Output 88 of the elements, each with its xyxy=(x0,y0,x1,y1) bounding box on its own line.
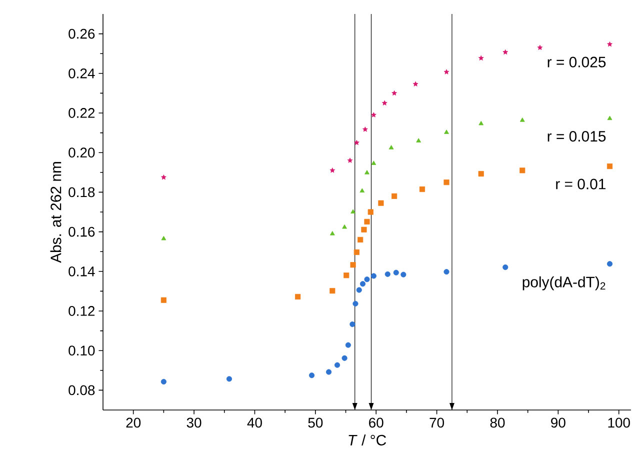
point xyxy=(360,188,365,193)
point xyxy=(444,130,449,134)
point xyxy=(347,158,353,163)
x-tick-label: 90 xyxy=(551,418,566,428)
point xyxy=(342,224,347,229)
y-tick-label: 0.22 xyxy=(68,108,95,118)
point xyxy=(606,261,613,267)
point xyxy=(350,321,356,328)
point xyxy=(330,230,335,236)
point xyxy=(607,116,612,120)
point xyxy=(416,138,422,142)
y-tick-label: 0.08 xyxy=(68,385,95,396)
x-tick-label: 70 xyxy=(430,418,444,428)
point xyxy=(520,118,525,122)
point xyxy=(478,170,484,177)
point xyxy=(344,272,350,278)
y-tick-label: 0.26 xyxy=(68,28,95,39)
point xyxy=(400,272,406,278)
point xyxy=(419,186,426,192)
point xyxy=(382,100,388,106)
series-label: r = 0.025 xyxy=(548,56,606,68)
x-tick-label: 30 xyxy=(186,418,202,428)
point xyxy=(356,287,362,293)
point xyxy=(330,168,336,173)
point xyxy=(392,193,398,199)
point xyxy=(364,170,370,174)
point xyxy=(160,378,166,384)
point xyxy=(384,271,390,277)
y-tick-label: 0.14 xyxy=(68,266,95,276)
point xyxy=(502,264,508,270)
point xyxy=(226,376,232,382)
point xyxy=(295,294,301,300)
point xyxy=(350,209,356,214)
point xyxy=(354,140,360,145)
point xyxy=(345,342,351,348)
point xyxy=(161,236,166,240)
point xyxy=(160,297,166,303)
point xyxy=(444,69,450,74)
point xyxy=(364,276,370,282)
point xyxy=(520,168,526,174)
point xyxy=(392,90,397,96)
series-label: r = 0.015 xyxy=(548,131,606,142)
x-tick-label: 80 xyxy=(490,418,505,428)
point xyxy=(161,174,166,180)
y-tick-label: 0.24 xyxy=(68,68,95,78)
y-tick-label: 0.20 xyxy=(68,148,95,158)
x-tick-label: 20 xyxy=(126,418,141,428)
x-axis-title: T / °C xyxy=(348,434,386,446)
point xyxy=(342,355,348,361)
point xyxy=(607,42,612,47)
point xyxy=(352,300,358,306)
point xyxy=(371,160,376,165)
point xyxy=(368,209,374,215)
point xyxy=(326,369,332,375)
point xyxy=(371,112,376,118)
point xyxy=(388,145,394,150)
point xyxy=(478,120,484,126)
y-tick-label: 0.10 xyxy=(68,346,95,356)
point xyxy=(330,288,336,294)
point xyxy=(358,236,364,243)
point xyxy=(502,49,508,55)
series-label: poly(dA-dT)$_{2}$ xyxy=(522,276,606,290)
point xyxy=(378,200,384,206)
point xyxy=(606,163,613,170)
point xyxy=(478,55,484,60)
point xyxy=(354,249,360,255)
point xyxy=(412,81,418,86)
point xyxy=(364,218,370,224)
x-tick-label: 60 xyxy=(369,418,384,428)
y-tick-label: 0.18 xyxy=(68,187,95,198)
point xyxy=(393,270,399,276)
point xyxy=(444,180,450,186)
y-axis-title: Abs. at 262 nm xyxy=(50,162,62,263)
y-tick-label: 0.16 xyxy=(68,226,95,237)
series-label: r = 0.01 xyxy=(556,178,606,190)
point xyxy=(370,273,376,279)
x-tick-label: 50 xyxy=(308,418,323,428)
point xyxy=(350,262,356,268)
point xyxy=(537,44,543,50)
point xyxy=(361,226,367,232)
point xyxy=(360,281,366,287)
point xyxy=(308,372,315,378)
x-tick-label: 100 xyxy=(608,418,630,428)
point xyxy=(362,126,368,132)
point xyxy=(444,269,450,275)
point xyxy=(334,362,340,368)
y-tick-label: 0.12 xyxy=(68,306,95,316)
x-tick-label: 40 xyxy=(247,418,262,428)
